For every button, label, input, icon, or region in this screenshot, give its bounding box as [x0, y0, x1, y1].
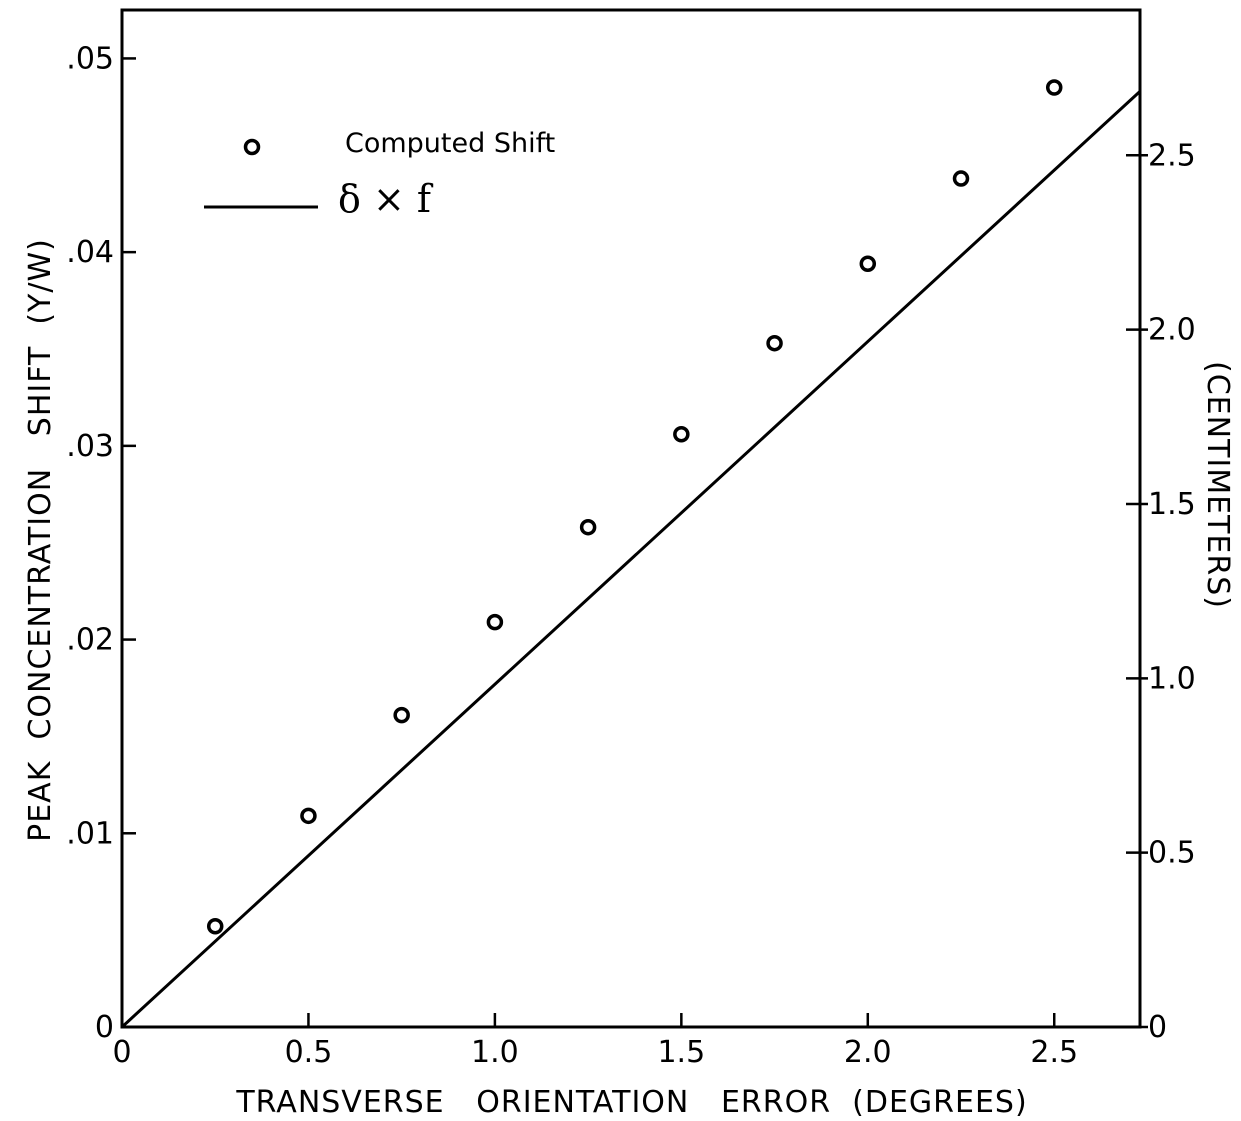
data-point	[206, 918, 224, 935]
y2-tick-label: 1.5	[1148, 487, 1196, 522]
x-axis-title: TRANSVERSE ORIENTATION ERROR (DEGREES)	[235, 1085, 1027, 1120]
data-point	[579, 518, 597, 536]
plot-border	[120, 8, 1142, 1029]
series-layer	[120, 79, 1142, 1029]
x-tick-label: 0	[112, 1035, 131, 1070]
x-tick-label: 2.5	[1030, 1035, 1078, 1070]
x-tick-label: 2.0	[844, 1035, 892, 1070]
series-line-delta-f	[120, 90, 1142, 1029]
x-axis: 0 0.5 1.0 1.5 2.0 2.5	[112, 1013, 1078, 1070]
y-tick-label: .05	[66, 41, 114, 76]
y-axis-right: 0 0.5 1.0 1.5 2.0 2.5	[1126, 138, 1196, 1045]
y-tick-label: .01	[66, 816, 114, 851]
y-axis-left: 0 .01 .02 .03 .04 .05	[66, 41, 136, 1045]
data-point	[859, 255, 877, 273]
y-tick-label: .04	[66, 235, 114, 270]
x-tick-label: 1.0	[471, 1035, 519, 1070]
y2-axis-title: (CENTIMETERS)	[1200, 361, 1235, 609]
data-point	[393, 706, 410, 724]
data-point	[766, 334, 783, 352]
data-point	[952, 170, 970, 187]
y-tick-label: .03	[66, 429, 114, 464]
legend: Computed Shift δ × f	[204, 128, 555, 221]
x-tick-label: 1.5	[657, 1035, 705, 1070]
y-tick-label: .02	[66, 623, 114, 658]
plot-frame	[120, 8, 1142, 1029]
legend-label-computed-shift: Computed Shift	[345, 128, 555, 159]
y2-tick-label: 2.0	[1148, 313, 1196, 348]
y2-tick-label: 0	[1148, 1010, 1167, 1045]
legend-marker-circle	[243, 138, 261, 156]
y2-tick-label: 1.0	[1148, 661, 1196, 696]
y-axis-title: PEAK CONCENTRATION SHIFT (Y/W)	[23, 238, 58, 842]
x-tick-label: 0.5	[285, 1035, 333, 1070]
data-point	[673, 425, 690, 443]
legend-label-delta-f: δ × f	[338, 177, 434, 221]
y2-tick-label: 2.5	[1148, 138, 1196, 173]
y2-tick-label: 0.5	[1148, 836, 1196, 871]
data-point	[1045, 79, 1063, 96]
y-tick-label: 0	[95, 1010, 114, 1045]
data-point	[300, 807, 317, 825]
data-point	[486, 613, 504, 631]
